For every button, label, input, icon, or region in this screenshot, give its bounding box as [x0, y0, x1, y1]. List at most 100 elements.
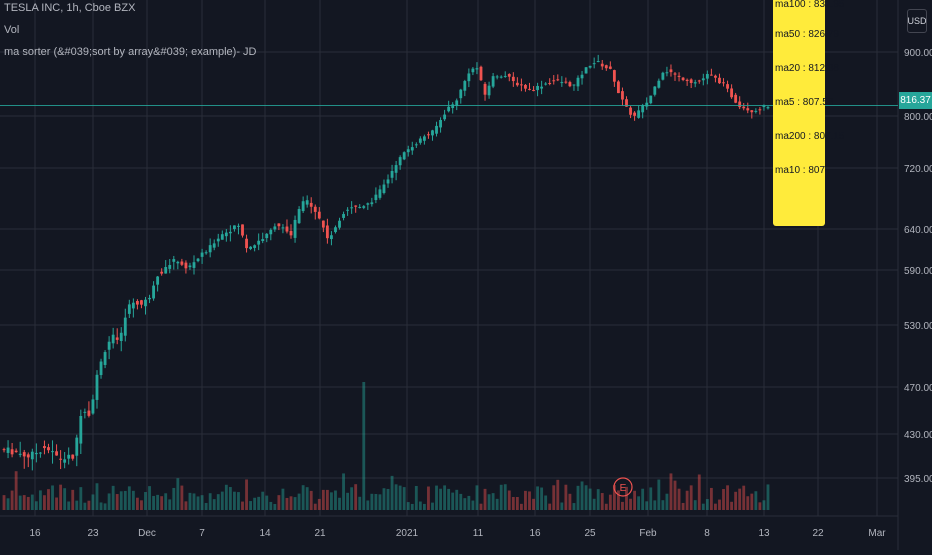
volume-bar	[600, 493, 604, 510]
price-tick-label: 800.00	[904, 112, 932, 123]
candle-body	[233, 225, 236, 230]
candle-body	[515, 82, 519, 86]
volume-bar	[483, 488, 487, 510]
volume-bar	[499, 484, 503, 510]
volume-bars	[2, 382, 770, 510]
candle-body	[665, 72, 669, 74]
volume-bar	[718, 499, 721, 510]
candle-body	[220, 234, 224, 240]
candle-body	[754, 110, 758, 112]
volume-bar	[91, 494, 95, 510]
candle-body	[519, 84, 523, 86]
candle-body	[588, 65, 592, 68]
candle-body	[564, 81, 568, 83]
volume-bar	[475, 485, 479, 510]
volume-bar	[507, 490, 511, 510]
time-tick-label: 23	[87, 528, 99, 539]
volume-bar	[119, 491, 123, 510]
candle-body	[681, 77, 685, 81]
volume-bar	[309, 490, 313, 510]
candle-body	[689, 79, 693, 83]
volume-bar	[746, 496, 750, 510]
candle-body	[176, 261, 180, 264]
candle-body	[14, 450, 18, 453]
ma-line-4: ma5 : 807.58	[775, 97, 834, 108]
candle-body	[83, 411, 87, 413]
volume-bar	[6, 498, 10, 510]
candle-body	[471, 68, 475, 73]
candle-body	[317, 211, 321, 219]
symbol-legend[interactable]: TESLA INC, 1h, Cboe BZX	[4, 2, 136, 14]
candle-body	[548, 82, 552, 84]
volume-bar	[734, 491, 738, 510]
candle-body	[677, 75, 681, 77]
volume-legend[interactable]: Vol	[4, 24, 20, 36]
volume-bar	[38, 490, 42, 510]
volume-bar	[665, 493, 669, 510]
volume-bar	[172, 487, 176, 510]
volume-bar	[722, 489, 725, 510]
candle-body	[123, 317, 127, 336]
volume-bar	[463, 498, 467, 510]
candle-body	[273, 226, 277, 230]
volume-bar	[515, 496, 519, 510]
volume-bar	[301, 485, 305, 510]
volume-bar	[604, 503, 608, 510]
price-axis[interactable]: 900.00 800.00 720.00 640.00 590.00 530.00 470.…	[904, 48, 932, 485]
candle-body	[487, 85, 491, 96]
volume-bar	[330, 492, 333, 510]
candle-body	[402, 152, 406, 160]
candle-body	[410, 147, 414, 151]
volume-bar	[245, 479, 248, 510]
earnings-marker[interactable]: E	[613, 477, 633, 497]
volume-bar	[588, 488, 592, 510]
candle-body	[245, 238, 248, 249]
candle-body	[103, 352, 107, 365]
volume-bar	[184, 501, 188, 510]
volume-bar	[548, 503, 552, 510]
volume-bar	[103, 503, 107, 510]
volume-bar	[196, 496, 200, 510]
volume-bar	[265, 495, 269, 510]
candle-body	[192, 262, 196, 268]
volume-bar	[431, 502, 434, 510]
volume-bar	[305, 487, 309, 510]
indicator-legend[interactable]: ma sorter (&#039;sort by array&#039; exa…	[4, 46, 257, 58]
volume-bar	[208, 493, 212, 510]
volume-bar	[22, 495, 26, 510]
last-price-label: 816.37	[899, 92, 932, 109]
volume-bar	[99, 502, 103, 510]
volume-bar	[709, 487, 713, 510]
volume-bar	[75, 500, 79, 510]
volume-bar	[212, 499, 216, 510]
candle-body	[71, 454, 75, 459]
volume-bar	[83, 502, 87, 510]
candle-body	[79, 415, 83, 444]
volume-bar	[689, 485, 693, 510]
volume-bar	[697, 474, 701, 510]
volume-bar	[59, 484, 63, 510]
candle-body	[544, 83, 548, 85]
volume-bar	[180, 485, 184, 510]
volume-bar	[148, 486, 151, 510]
volume-bar	[491, 493, 495, 510]
candle-body	[633, 112, 637, 116]
time-axis[interactable]: 16 23 Dec 7 14 21 2021 11 16 25 Feb 8 13 22 Mar	[29, 528, 886, 539]
candle-body	[439, 119, 442, 128]
volume-bar	[253, 497, 257, 510]
candle-body	[334, 227, 337, 233]
volume-bar	[758, 502, 762, 510]
currency-button[interactable]: USD	[907, 9, 927, 33]
volume-bar	[237, 492, 240, 510]
volume-bar	[544, 495, 548, 510]
candle-body	[228, 231, 232, 234]
candle-body	[532, 89, 535, 91]
candle-body	[398, 157, 402, 166]
volume-bar	[443, 485, 447, 510]
volume-bar	[228, 487, 232, 510]
candle-body	[414, 144, 418, 146]
candle-body	[483, 83, 487, 95]
candle-body	[358, 206, 362, 208]
volume-bar	[633, 490, 637, 510]
